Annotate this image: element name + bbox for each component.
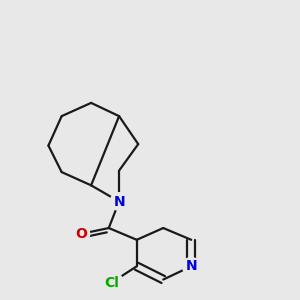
Circle shape bbox=[100, 271, 123, 294]
Text: Cl: Cl bbox=[104, 275, 119, 290]
Circle shape bbox=[182, 257, 200, 275]
Text: O: O bbox=[75, 227, 87, 241]
Circle shape bbox=[110, 193, 128, 210]
Text: N: N bbox=[185, 259, 197, 273]
Text: N: N bbox=[113, 194, 125, 208]
Circle shape bbox=[72, 225, 90, 243]
